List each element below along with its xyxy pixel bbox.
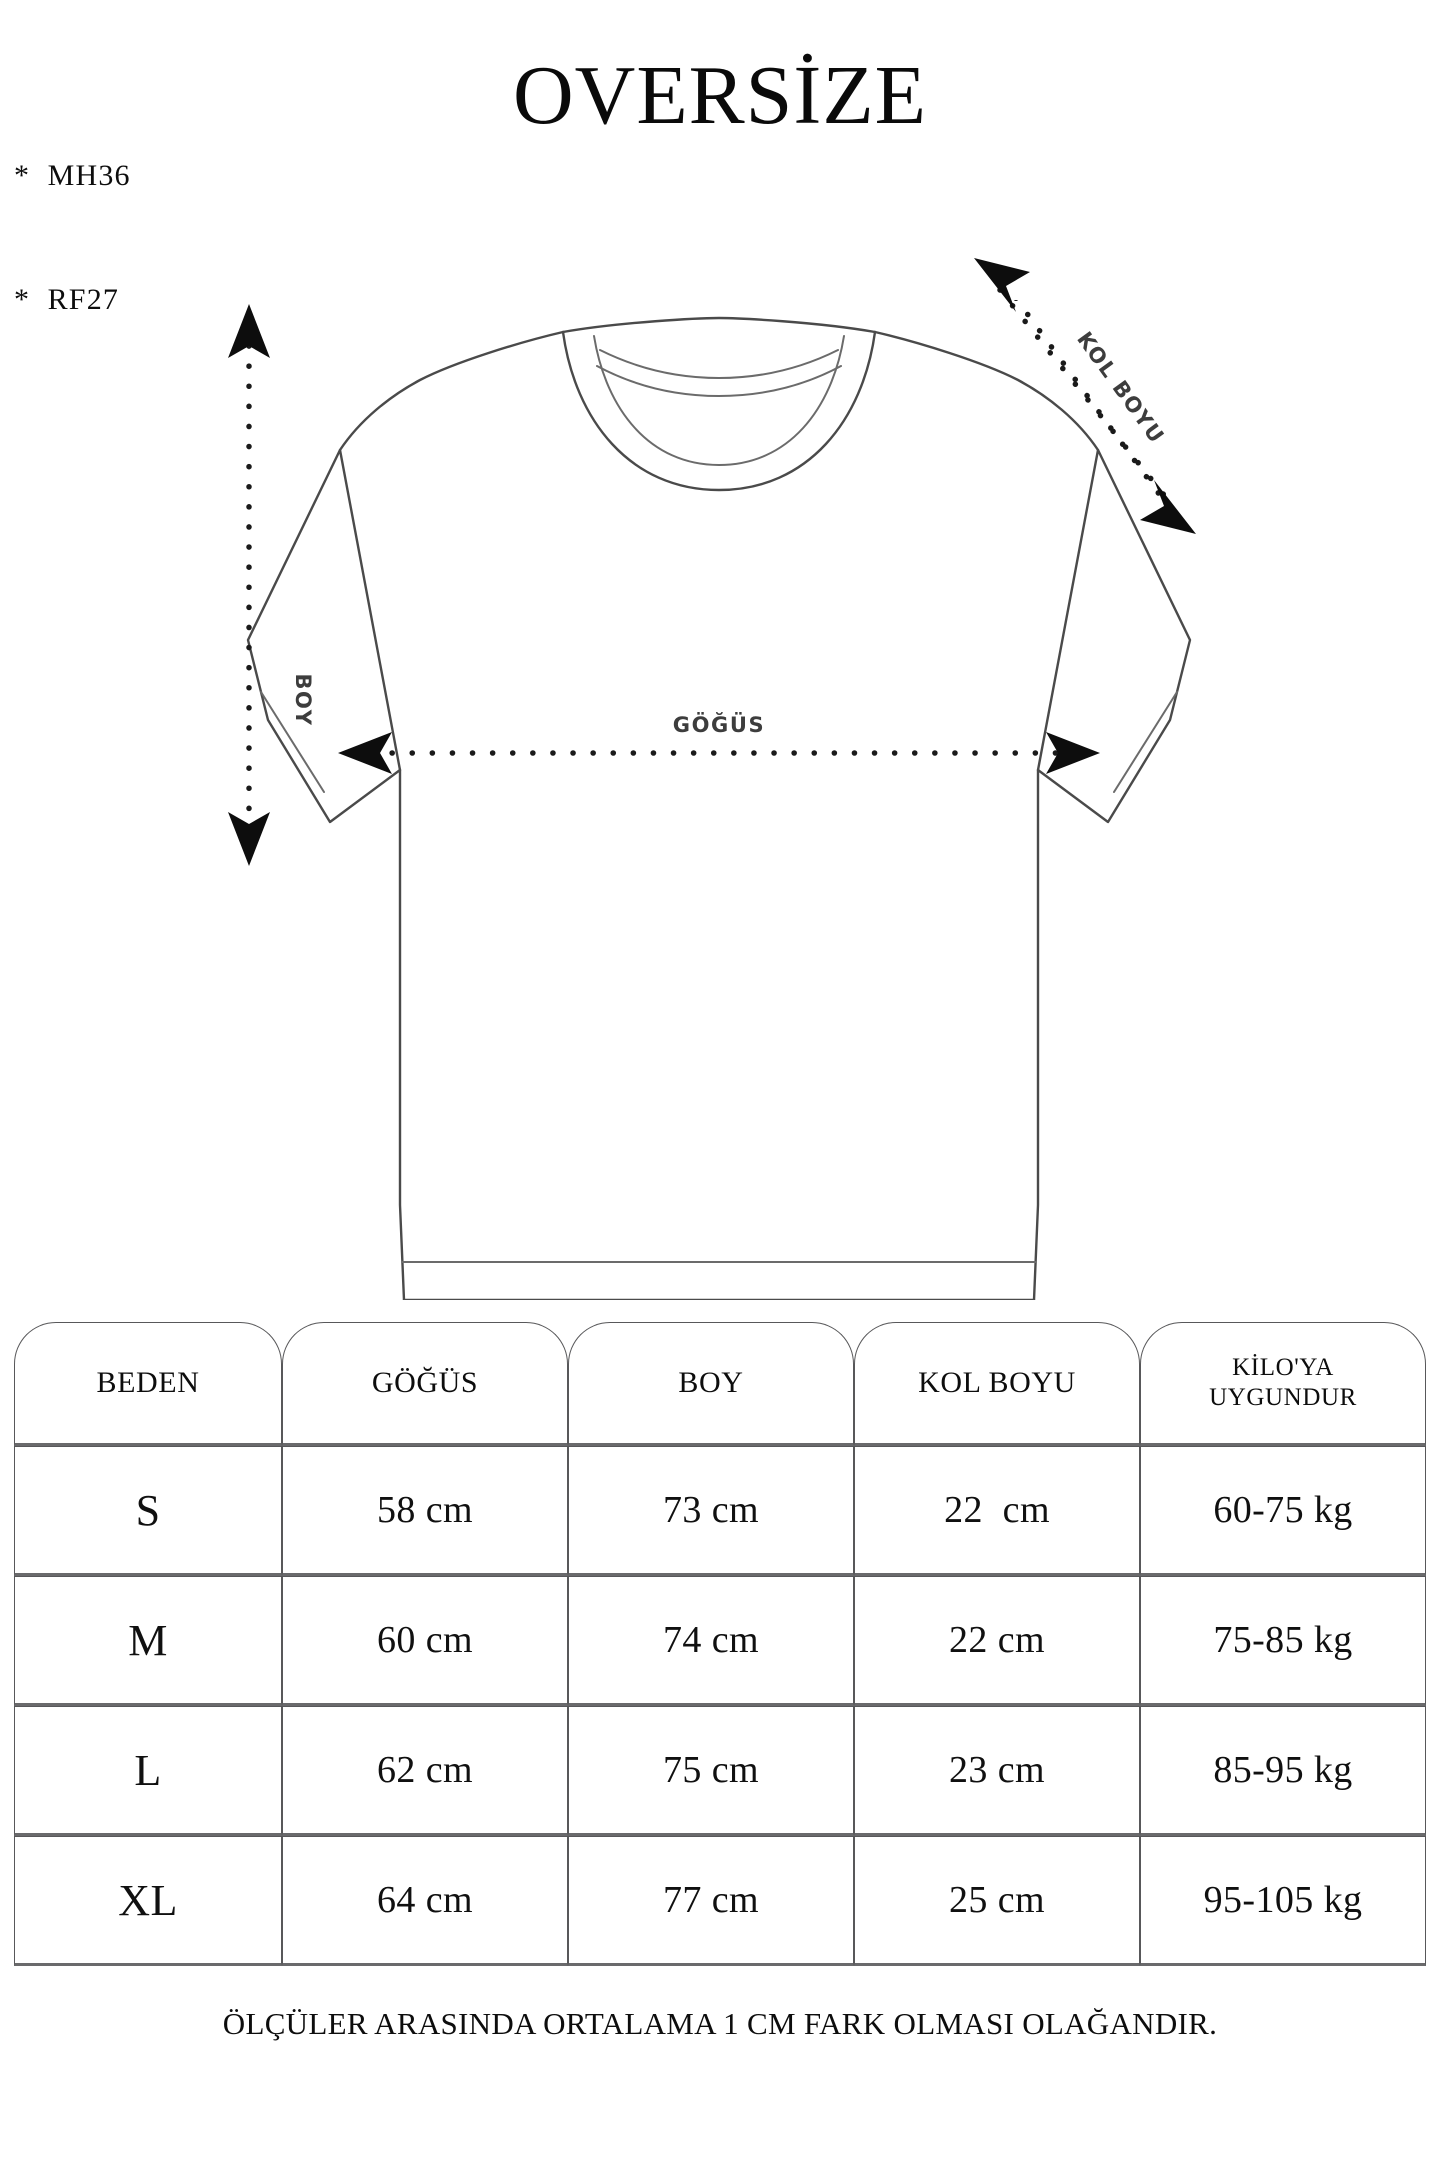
product-codes: * MH36 * RF27 — [14, 72, 131, 362]
column-header-kilo-line2: UYGUNDUR — [1209, 1384, 1357, 1411]
cell-kol-boyu: 22 cm — [854, 1446, 1140, 1576]
cell-kilo: 60-75 kg — [1140, 1446, 1426, 1576]
cell-kol-boyu: 25 cm — [854, 1836, 1140, 1966]
cell-kilo: 95-105 kg — [1140, 1836, 1426, 1966]
tshirt-measurement-diagram: GÖĞÜS BOY KOL BOYU — [0, 258, 1440, 1300]
product-code-2: * RF27 — [14, 282, 120, 316]
cell-boy: 77 cm — [568, 1836, 854, 1966]
column-header-kilo-line1: KİLO'YA — [1232, 1353, 1334, 1381]
table-row: M 60 cm 74 cm 22 cm 75-85 kg — [14, 1576, 1426, 1706]
cell-kilo: 75-85 kg — [1140, 1576, 1426, 1706]
footer-note: ÖLÇÜLER ARASINDA ORTALAMA 1 CM FARK OLMA… — [222, 2006, 1218, 2041]
chest-arrow-left-icon — [338, 732, 392, 774]
column-header-beden: BEDEN — [14, 1322, 282, 1446]
cell-boy: 74 cm — [568, 1576, 854, 1706]
cell-kol-boyu: 22 cm — [854, 1576, 1140, 1706]
cell-boy: 73 cm — [568, 1446, 854, 1576]
sleeve-dimension: KOL BOYU — [1013, 300, 1169, 501]
size-chart-table: BEDEN GÖĞÜS BOY KOL BOYU KİLO'YA UYGUNDU… — [14, 1322, 1426, 1966]
table-row: L 62 cm 75 cm 23 cm 85-95 kg — [14, 1706, 1426, 1836]
length-arrow-down-icon — [228, 812, 270, 866]
column-header-kilo: KİLO'YA UYGUNDUR — [1140, 1322, 1426, 1446]
table-row: XL 64 cm 77 cm 25 cm 95-105 kg — [14, 1836, 1426, 1966]
cell-kilo: 85-95 kg — [1140, 1706, 1426, 1836]
cell-beden: S — [14, 1446, 282, 1576]
product-code-1: * MH36 — [14, 158, 131, 192]
tshirt-outline-icon — [246, 316, 1192, 1300]
column-header-kol-boyu: KOL BOYU — [854, 1322, 1140, 1446]
cell-gogus: 64 cm — [282, 1836, 568, 1966]
table-row: S 58 cm 73 cm 22 cm 60-75 kg — [14, 1446, 1426, 1576]
length-arrow-up-icon — [228, 304, 270, 358]
chest-dimension: GÖĞÜS — [338, 712, 1100, 774]
chest-dimension-label: GÖĞÜS — [673, 712, 766, 737]
length-dimension: BOY — [228, 304, 315, 866]
cell-beden: M — [14, 1576, 282, 1706]
column-header-gogus: GÖĞÜS — [282, 1322, 568, 1446]
sleeve-dimension-label: KOL BOYU — [1072, 327, 1169, 448]
cell-gogus: 58 cm — [282, 1446, 568, 1576]
page-title: OVERSİZE — [513, 49, 927, 142]
cell-gogus: 60 cm — [282, 1576, 568, 1706]
length-dimension-label: BOY — [291, 673, 315, 726]
cell-beden: L — [14, 1706, 282, 1836]
cell-beden: XL — [14, 1836, 282, 1966]
cell-gogus: 62 cm — [282, 1706, 568, 1836]
column-header-boy: BOY — [568, 1322, 854, 1446]
table-header-row: BEDEN GÖĞÜS BOY KOL BOYU KİLO'YA UYGUNDU… — [14, 1322, 1426, 1446]
chest-arrow-right-icon — [1046, 732, 1100, 774]
cell-kol-boyu: 23 cm — [854, 1706, 1140, 1836]
cell-boy: 75 cm — [568, 1706, 854, 1836]
